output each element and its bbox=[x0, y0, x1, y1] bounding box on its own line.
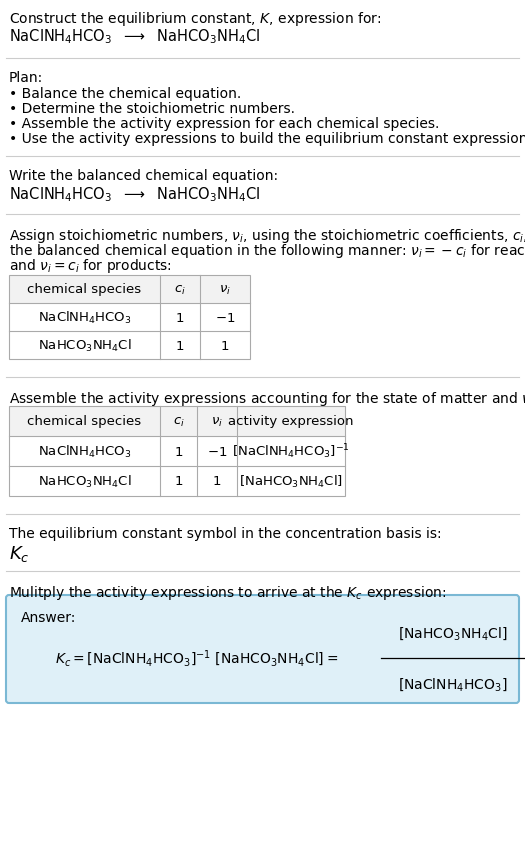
Text: and $\nu_i = c_i$ for products:: and $\nu_i = c_i$ for products: bbox=[9, 257, 172, 275]
Text: NaClNH$_4$HCO$_3$: NaClNH$_4$HCO$_3$ bbox=[38, 310, 131, 325]
Text: Write the balanced chemical equation:: Write the balanced chemical equation: bbox=[9, 169, 278, 183]
Text: chemical species: chemical species bbox=[27, 283, 142, 296]
Bar bbox=[9, 437, 345, 467]
Text: Construct the equilibrium constant, $K$, expression for:: Construct the equilibrium constant, $K$,… bbox=[9, 10, 382, 28]
Text: 1: 1 bbox=[176, 339, 184, 352]
Text: activity expression: activity expression bbox=[228, 415, 354, 428]
Bar bbox=[9, 304, 250, 331]
Text: [NaHCO$_3$NH$_4$Cl]: [NaHCO$_3$NH$_4$Cl] bbox=[239, 474, 343, 490]
Text: chemical species: chemical species bbox=[27, 415, 142, 428]
Text: 1: 1 bbox=[174, 445, 183, 458]
Text: NaHCO$_3$NH$_4$Cl: NaHCO$_3$NH$_4$Cl bbox=[38, 338, 131, 354]
Text: $\nu_i$: $\nu_i$ bbox=[219, 283, 231, 296]
Bar bbox=[9, 406, 345, 437]
Text: $K_c$: $K_c$ bbox=[9, 543, 29, 563]
Text: Mulitply the activity expressions to arrive at the $K_c$ expression:: Mulitply the activity expressions to arr… bbox=[9, 583, 446, 601]
Text: $[\mathrm{NaClNH_4HCO_3}]$: $[\mathrm{NaClNH_4HCO_3}]$ bbox=[398, 675, 508, 692]
Text: The equilibrium constant symbol in the concentration basis is:: The equilibrium constant symbol in the c… bbox=[9, 526, 442, 541]
Text: Answer:: Answer: bbox=[21, 610, 76, 624]
Text: $c_i$: $c_i$ bbox=[173, 415, 184, 428]
Text: NaHCO$_3$NH$_4$Cl: NaHCO$_3$NH$_4$Cl bbox=[38, 474, 131, 490]
Text: 1: 1 bbox=[174, 475, 183, 488]
Text: 1: 1 bbox=[213, 475, 221, 488]
Text: NaClNH$_4$HCO$_3$  $\longrightarrow$  NaHCO$_3$NH$_4$Cl: NaClNH$_4$HCO$_3$ $\longrightarrow$ NaHC… bbox=[9, 27, 260, 46]
Bar bbox=[9, 467, 345, 497]
Text: [NaClNH$_4$HCO$_3$]$^{-1}$: [NaClNH$_4$HCO$_3$]$^{-1}$ bbox=[232, 443, 350, 461]
Text: the balanced chemical equation in the following manner: $\nu_i = -c_i$ for react: the balanced chemical equation in the fo… bbox=[9, 242, 525, 260]
Text: • Balance the chemical equation.: • Balance the chemical equation. bbox=[9, 87, 242, 101]
Text: Assign stoichiometric numbers, $\nu_i$, using the stoichiometric coefficients, $: Assign stoichiometric numbers, $\nu_i$, … bbox=[9, 226, 525, 245]
Text: • Determine the stoichiometric numbers.: • Determine the stoichiometric numbers. bbox=[9, 102, 295, 116]
Text: $K_c = [\mathrm{NaClNH_4HCO_3}]^{-1}\ [\mathrm{NaHCO_3NH_4Cl}] =$: $K_c = [\mathrm{NaClNH_4HCO_3}]^{-1}\ [\… bbox=[55, 648, 338, 668]
Bar bbox=[9, 276, 250, 304]
Text: 1: 1 bbox=[220, 339, 229, 352]
Text: NaClNH$_4$HCO$_3$: NaClNH$_4$HCO$_3$ bbox=[38, 443, 131, 460]
Bar bbox=[9, 331, 250, 360]
Text: $-1$: $-1$ bbox=[215, 311, 235, 324]
Text: • Assemble the activity expression for each chemical species.: • Assemble the activity expression for e… bbox=[9, 117, 439, 131]
Text: • Use the activity expressions to build the equilibrium constant expression.: • Use the activity expressions to build … bbox=[9, 132, 525, 146]
Text: $c_i$: $c_i$ bbox=[174, 283, 186, 296]
FancyBboxPatch shape bbox=[6, 595, 519, 703]
Text: Plan:: Plan: bbox=[9, 71, 43, 85]
Bar bbox=[9, 406, 345, 497]
Text: NaClNH$_4$HCO$_3$  $\longrightarrow$  NaHCO$_3$NH$_4$Cl: NaClNH$_4$HCO$_3$ $\longrightarrow$ NaHC… bbox=[9, 185, 260, 203]
Text: $\nu_i$: $\nu_i$ bbox=[211, 415, 223, 428]
Text: $[\mathrm{NaHCO_3NH_4Cl}]$: $[\mathrm{NaHCO_3NH_4Cl}]$ bbox=[398, 624, 508, 641]
Text: 1: 1 bbox=[176, 311, 184, 324]
Text: Assemble the activity expressions accounting for the state of matter and $\nu_i$: Assemble the activity expressions accoun… bbox=[9, 389, 525, 407]
Text: $-1$: $-1$ bbox=[207, 445, 227, 458]
Bar bbox=[9, 276, 250, 360]
